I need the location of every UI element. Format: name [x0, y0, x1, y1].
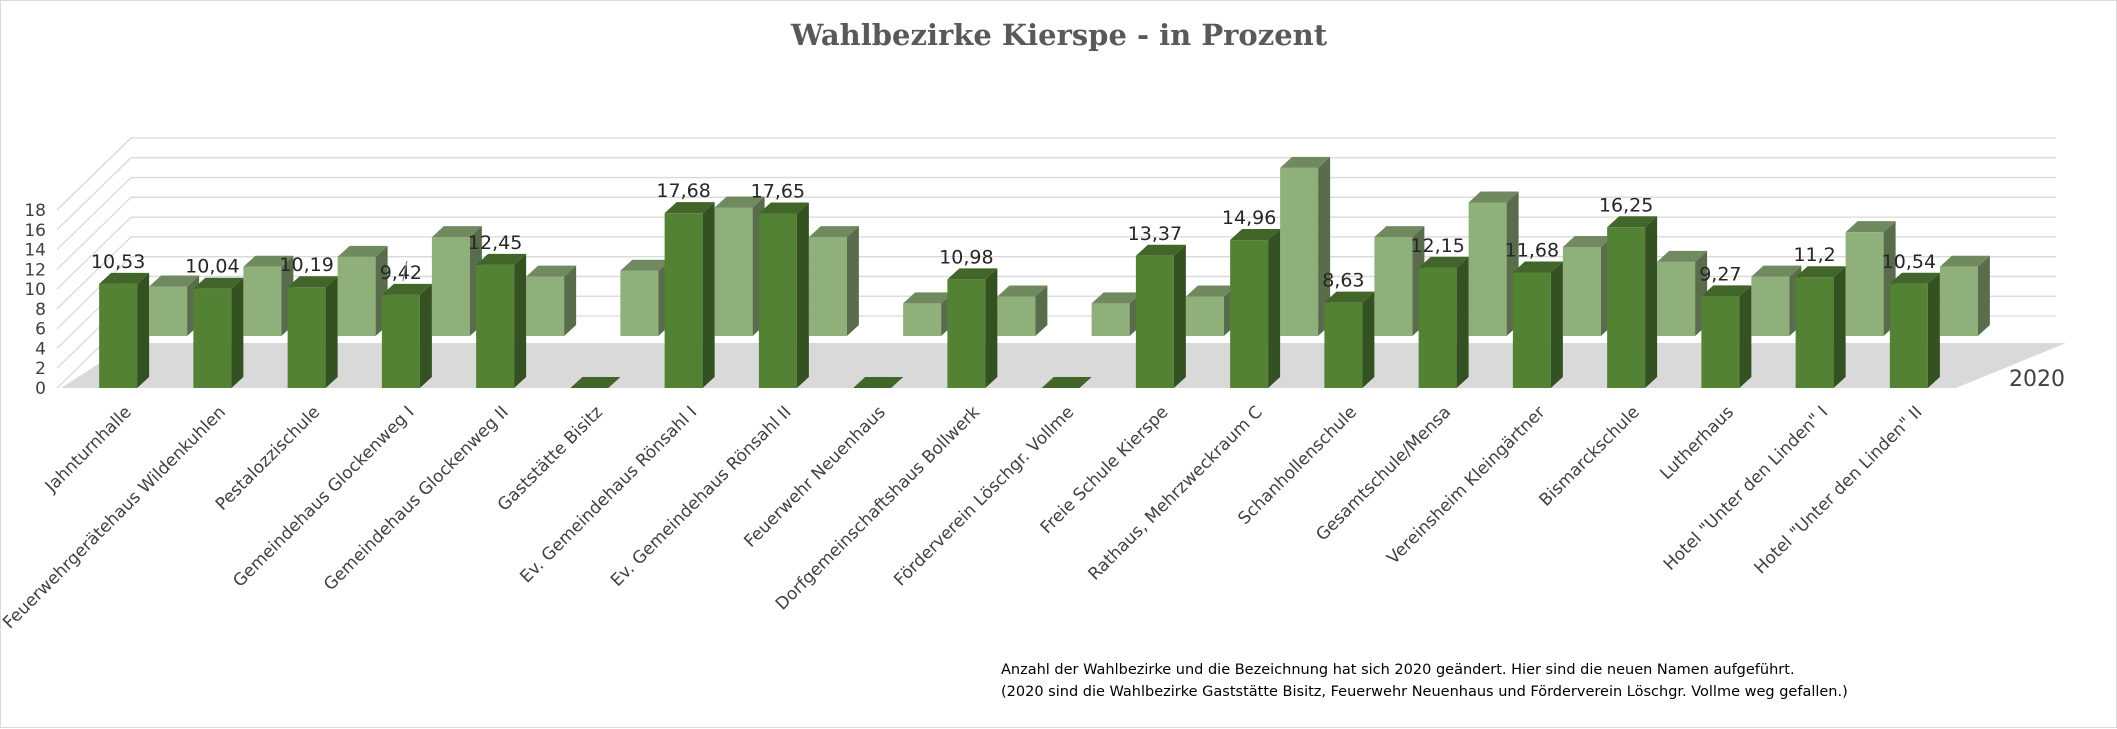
data-label: 12,15 [1410, 235, 1464, 257]
data-label: 10,19 [279, 254, 333, 276]
bar-2020 [809, 226, 859, 336]
x-category-label: Gemeindehaus Glockenweg I [229, 402, 418, 591]
bar-2020 [1092, 292, 1142, 336]
data-label: 16,25 [1599, 194, 1653, 216]
bar-front [1324, 292, 1374, 388]
bar-2020 [903, 292, 953, 336]
bar-front [1796, 266, 1846, 388]
data-label: 11,68 [1505, 239, 1559, 261]
y-tick-label: 0 [35, 379, 46, 399]
bar-front [1607, 216, 1657, 388]
x-category-label: Rathaus, Mehrzweckraum C [1085, 402, 1267, 584]
y-tick-label: 2 [35, 359, 46, 379]
x-category-label: Feuerwehrgerätehaus Wildenkuhlen [1, 402, 230, 633]
x-category-label: Jahnturnhalle [41, 402, 136, 497]
data-label: 10,04 [185, 256, 239, 278]
bar-2020 [1469, 192, 1519, 337]
y-tick-label: 14 [24, 241, 46, 261]
bar-front [193, 278, 243, 388]
bar-front [1513, 261, 1563, 388]
data-label: 10,53 [91, 251, 145, 273]
data-label: 8,63 [1322, 270, 1364, 292]
chart-title: Wahlbezirke Kierspe - in Prozent [790, 18, 1328, 52]
bar-front [759, 202, 809, 388]
y-tick-label: 6 [35, 320, 46, 340]
x-category-label: Förderverein Löschgr. Vollme [890, 402, 1078, 590]
x-category-label: Hotel "Unter den Linden" II [1751, 402, 1927, 578]
x-category-label: Pestalozzischule [212, 402, 324, 514]
x-category-label: Dorfgemeinschaftshaus Bollwerk [772, 402, 984, 614]
bar-front [1136, 245, 1186, 388]
bar-2020 [149, 276, 199, 336]
x-category-label: Gemeindehaus Glockenweg II [320, 402, 513, 595]
bar-2020 [620, 260, 670, 336]
gridline [57, 178, 2056, 250]
bar-front [665, 202, 715, 388]
data-label: 17,65 [751, 180, 805, 202]
x-category-label: Vereinsheim Kleingärtner [1383, 402, 1549, 568]
bar-2020 [715, 196, 765, 336]
y-tick-label: 10 [24, 280, 46, 300]
y-tick-label: 16 [24, 221, 46, 241]
bar-2020 [1846, 221, 1896, 336]
bar-front [1701, 285, 1751, 388]
data-label: 12,45 [468, 232, 522, 254]
bar-front [947, 268, 997, 388]
footnote-line-2: (2020 sind die Wahlbezirke Gaststätte Bi… [1001, 681, 1848, 703]
gridline [57, 138, 2056, 210]
bar-front [1890, 273, 1940, 388]
x-category-label: Ev. Gemeindehaus Rönsahl I [516, 402, 701, 587]
x-category-label: Ev. Gemeindehaus Rönsahl II [607, 402, 795, 590]
bar-2020 [526, 266, 576, 336]
bar-2020 [338, 246, 388, 336]
bar-2020 [1751, 266, 1801, 336]
bar-front [476, 254, 526, 388]
bar-2020 [1280, 157, 1330, 336]
bar-2020 [997, 285, 1047, 336]
y-tick-label: 18 [24, 201, 46, 221]
x-category-label: Hotel "Unter den Linden" I [1660, 402, 1832, 574]
bar-2020 [1563, 236, 1613, 336]
y-tick-label: 8 [35, 300, 46, 320]
x-category-label: Bismarckschule [1535, 402, 1643, 510]
series-label-2020: 2020 [2009, 367, 2065, 392]
gridline [57, 158, 2056, 230]
bar-front [99, 273, 149, 388]
data-label: 14,96 [1222, 207, 1276, 229]
bar-2020 [1186, 285, 1236, 336]
x-category-label: Lutherhaus [1656, 402, 1738, 484]
bar-2020 [1940, 256, 1990, 336]
y-tick-label: 4 [35, 339, 46, 359]
bar-front [288, 276, 338, 388]
data-label: 17,68 [656, 180, 710, 202]
data-label: 10,54 [1882, 251, 1936, 273]
data-label: 11,2 [1793, 244, 1835, 266]
footnote-line-1: Anzahl der Wahlbezirke und die Bezeichnu… [1001, 659, 1848, 681]
y-tick-label: 12 [24, 260, 46, 280]
data-label: 10,98 [939, 246, 993, 268]
bar-front [382, 284, 432, 388]
bar-front [1419, 257, 1469, 388]
footnote: Anzahl der Wahlbezirke und die Bezeichnu… [1001, 659, 1848, 703]
data-label: 9,27 [1699, 263, 1741, 285]
data-label: 9,42 [380, 262, 422, 284]
bar-front [1230, 229, 1280, 388]
data-label: 13,37 [1128, 223, 1182, 245]
